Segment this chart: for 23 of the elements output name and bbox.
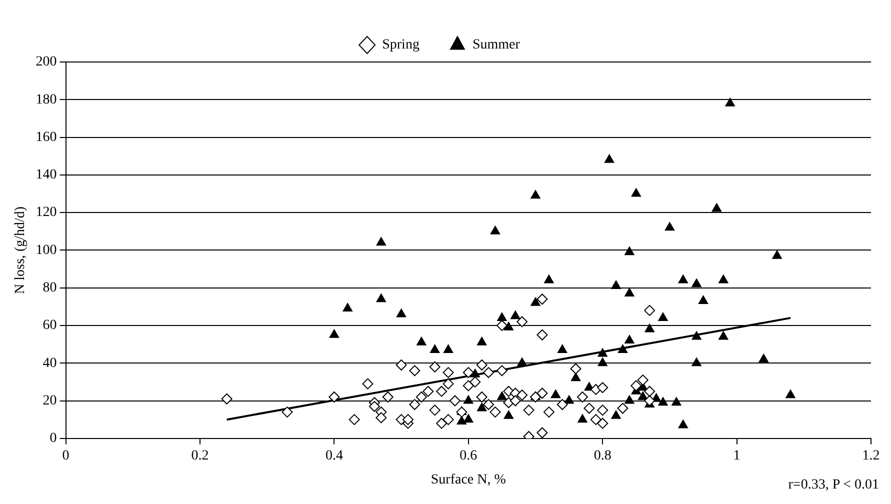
x-tick-label: 0.8 xyxy=(594,448,612,464)
x-tick-label: 0.6 xyxy=(460,448,478,464)
legend-label: Summer xyxy=(472,38,520,53)
x-tick-label: 1 xyxy=(733,448,740,464)
y-axis-title: N loss, (g/hd/d) xyxy=(13,206,28,294)
y-tick-label: 0 xyxy=(50,431,57,446)
text: r=0.33, P < 0.01 xyxy=(788,478,879,493)
y-tick-label: 60 xyxy=(42,318,57,334)
y-tick-label: 40 xyxy=(42,356,57,371)
x-tick-label: 0 xyxy=(62,448,70,464)
x-tick-label: 0.4 xyxy=(325,448,343,464)
y-tick-label: 160 xyxy=(36,130,57,145)
x-axis-title: Surface N, % xyxy=(430,472,506,488)
legend-label: Spring xyxy=(382,38,420,53)
y-tick-label: 180 xyxy=(36,92,57,108)
y-tick-label: 20 xyxy=(42,393,57,408)
y-tick-label: 100 xyxy=(36,242,57,258)
y-tick-label: 140 xyxy=(36,168,57,183)
x-tick-label: 1.2 xyxy=(862,448,880,464)
y-tick-label: 120 xyxy=(36,205,57,220)
y-tick-label: 200 xyxy=(36,54,57,70)
x-tick-label: 0.2 xyxy=(191,448,209,464)
y-tick-label: 80 xyxy=(42,280,57,296)
